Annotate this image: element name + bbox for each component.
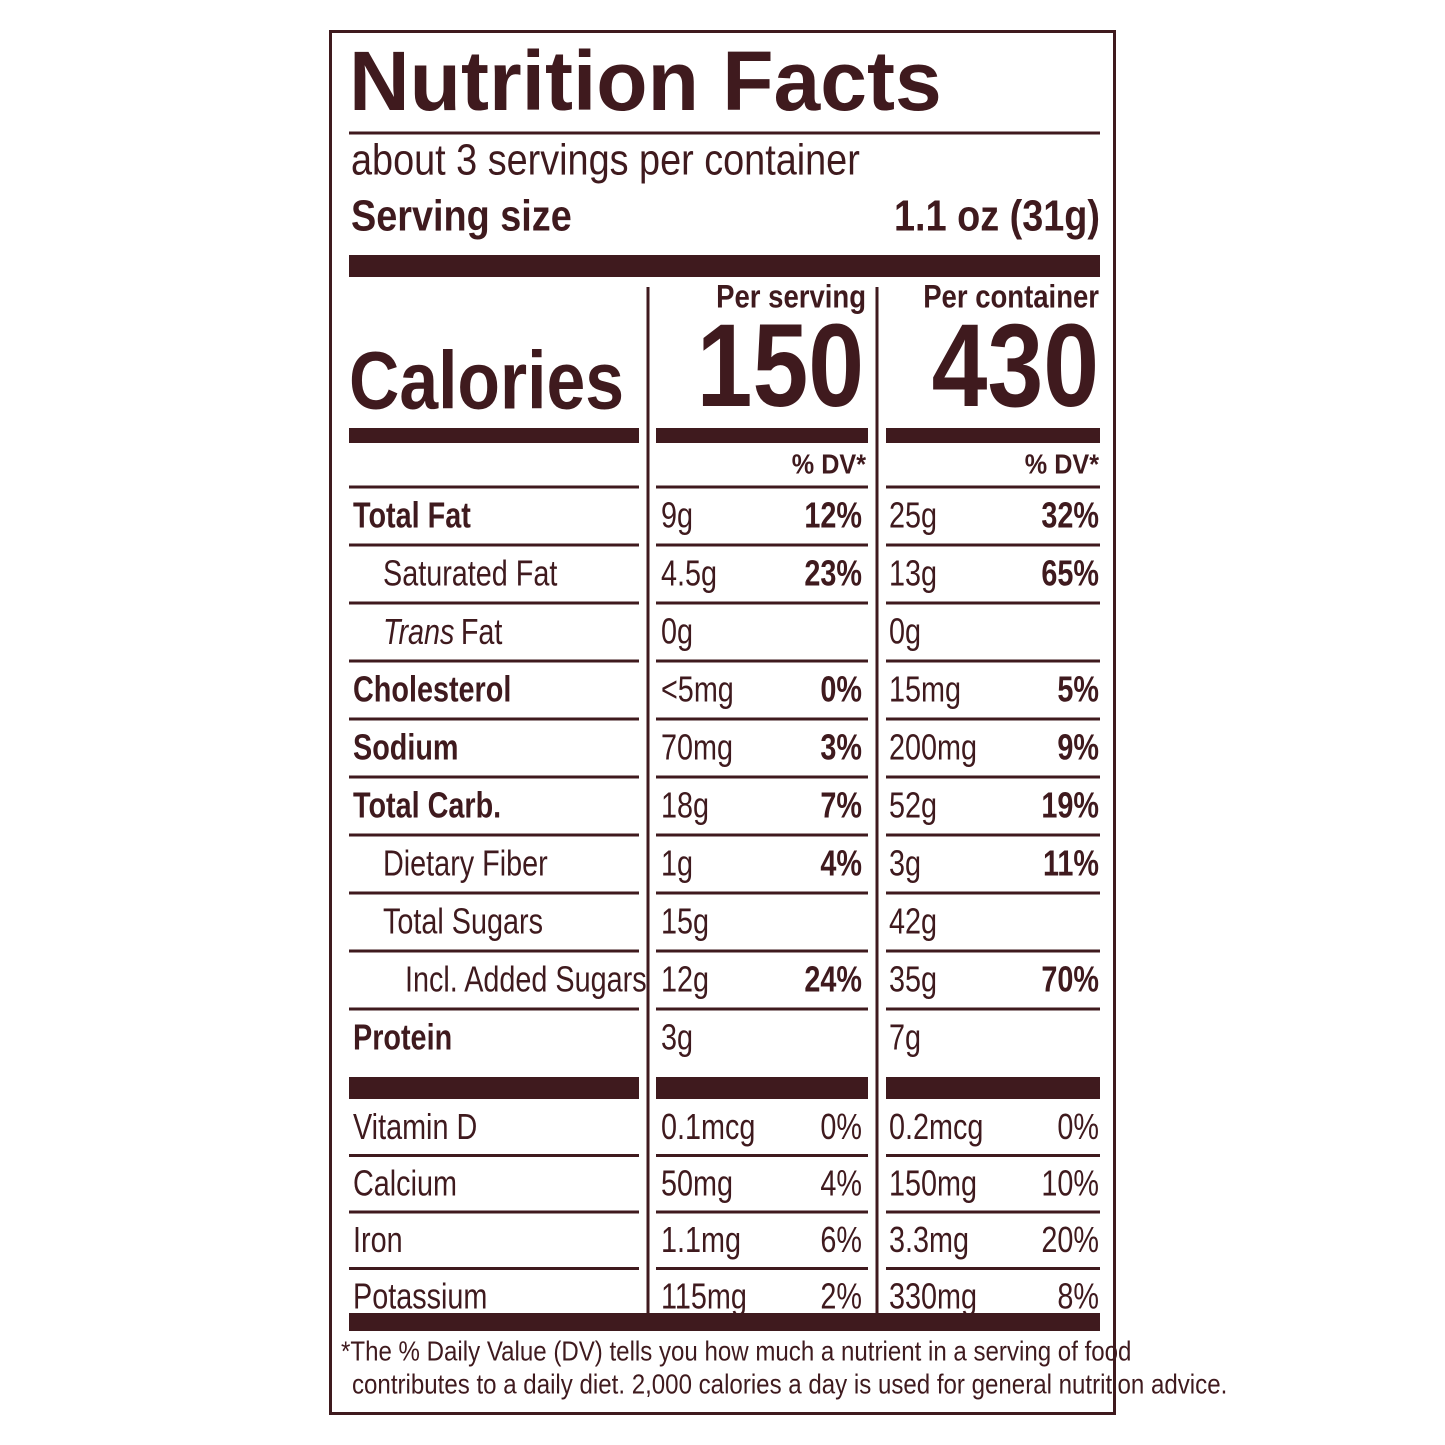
daily-value: 0% bbox=[820, 668, 862, 709]
amount: 1.1mg bbox=[661, 1219, 741, 1260]
amount: 330mg bbox=[889, 1275, 977, 1316]
nutrient-name: Saturated Fat bbox=[383, 552, 557, 593]
serving-size-label: Serving size bbox=[351, 191, 572, 240]
daily-value: 10% bbox=[1041, 1162, 1099, 1203]
daily-value: 0% bbox=[1057, 1106, 1099, 1147]
thick-rule bbox=[349, 255, 1100, 277]
nutrient-name: Cholesterol bbox=[353, 668, 511, 709]
daily-value: 20% bbox=[1041, 1219, 1099, 1260]
amount: 42g bbox=[889, 900, 937, 941]
daily-value: 4% bbox=[820, 1162, 862, 1203]
daily-value: 23% bbox=[804, 552, 862, 593]
amount: 15mg bbox=[889, 668, 961, 709]
daily-value: 70% bbox=[1041, 958, 1099, 999]
amount: 4.5g bbox=[661, 552, 717, 593]
column-header: Per container bbox=[923, 280, 1099, 315]
amount: 15g bbox=[661, 900, 709, 941]
amount: 0g bbox=[661, 610, 693, 651]
daily-value: 2% bbox=[820, 1275, 862, 1316]
daily-value: 4% bbox=[820, 842, 862, 883]
amount: 35g bbox=[889, 958, 937, 999]
amount: 12g bbox=[661, 958, 709, 999]
dv-header: % DV* bbox=[1025, 448, 1100, 480]
nutrient-name: Protein bbox=[353, 1016, 452, 1057]
amount: 52g bbox=[889, 784, 937, 825]
daily-value: 0% bbox=[820, 1106, 862, 1147]
amount: 18g bbox=[661, 784, 709, 825]
calories-label: Calories bbox=[349, 335, 624, 427]
amount: <5mg bbox=[661, 668, 734, 709]
amount: 200mg bbox=[889, 726, 977, 767]
thick-rule bbox=[349, 428, 639, 443]
daily-value: 9% bbox=[1057, 726, 1099, 767]
nutrient-name: Total Sugars bbox=[383, 900, 543, 941]
calories-value: 150 bbox=[697, 301, 864, 432]
vitamin-name: Iron bbox=[353, 1219, 403, 1260]
amount: 13g bbox=[889, 552, 937, 593]
daily-value: 6% bbox=[820, 1219, 862, 1260]
nutrient-name-italic: Trans bbox=[383, 610, 454, 651]
amount: 3.3mg bbox=[889, 1219, 969, 1260]
footnote: contributes to a daily diet. 2,000 calor… bbox=[352, 1368, 1227, 1400]
daily-value: 5% bbox=[1057, 668, 1099, 709]
nutrient-name: Trans Fat bbox=[383, 610, 502, 651]
amount: 9g bbox=[661, 494, 693, 535]
amount: 0g bbox=[889, 610, 921, 651]
dv-header: % DV* bbox=[792, 448, 867, 480]
vitamin-name: Calcium bbox=[353, 1162, 457, 1203]
thick-rule bbox=[349, 1077, 639, 1099]
label-border bbox=[329, 30, 1116, 1415]
serving-size-value: 1.1 oz (31g) bbox=[894, 191, 1100, 240]
amount: 3g bbox=[661, 1016, 693, 1057]
thick-rule bbox=[349, 1313, 1100, 1331]
column-header: Per serving bbox=[716, 280, 866, 315]
daily-value: 65% bbox=[1041, 552, 1099, 593]
daily-value: 19% bbox=[1041, 784, 1099, 825]
nutrient-name: Dietary Fiber bbox=[383, 842, 548, 883]
nutrient-name: Total Carb. bbox=[353, 784, 501, 825]
daily-value: 8% bbox=[1057, 1275, 1099, 1316]
amount: 0.1mcg bbox=[661, 1106, 755, 1147]
thick-rule bbox=[886, 428, 1100, 443]
daily-value: 24% bbox=[804, 958, 862, 999]
nutrient-name: Total Fat bbox=[353, 494, 471, 535]
amount: 1g bbox=[661, 842, 693, 883]
amount: 7g bbox=[889, 1016, 921, 1057]
vitamin-name: Vitamin D bbox=[353, 1106, 477, 1147]
nutrient-name: Sodium bbox=[353, 726, 459, 767]
amount: 0.2mcg bbox=[889, 1106, 983, 1147]
daily-value: 11% bbox=[1043, 842, 1099, 883]
footnote: *The % Daily Value (DV) tells you how mu… bbox=[341, 1335, 1131, 1367]
servings: about 3 servings per container bbox=[351, 135, 860, 184]
amount: 3g bbox=[889, 842, 921, 883]
daily-value: 7% bbox=[820, 784, 862, 825]
thick-rule bbox=[656, 1077, 868, 1099]
amount: 150mg bbox=[889, 1162, 977, 1203]
vitamin-name: Potassium bbox=[353, 1275, 487, 1316]
amount: 115mg bbox=[661, 1275, 747, 1316]
daily-value: 12% bbox=[804, 494, 862, 535]
calories-value: 430 bbox=[932, 301, 1099, 432]
daily-value: 32% bbox=[1041, 494, 1099, 535]
daily-value: 3% bbox=[820, 726, 862, 767]
thick-rule bbox=[886, 1077, 1100, 1099]
nutrient-name: Incl. Added Sugars bbox=[405, 958, 647, 999]
nutrient-name: Fat bbox=[461, 610, 503, 651]
title: Nutrition Facts bbox=[349, 34, 942, 128]
thick-rule bbox=[656, 428, 868, 443]
amount: 25g bbox=[889, 494, 937, 535]
amount: 50mg bbox=[661, 1162, 733, 1203]
amount: 70mg bbox=[661, 726, 733, 767]
